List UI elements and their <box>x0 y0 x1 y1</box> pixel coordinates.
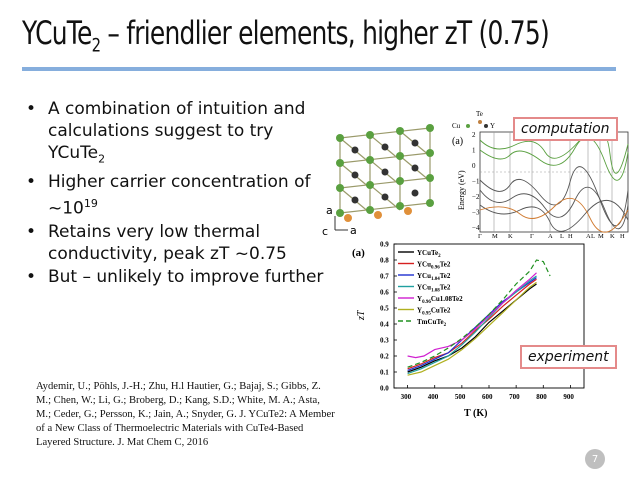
legend-label: YCuTe2 <box>417 249 441 259</box>
bands-valence <box>479 166 629 232</box>
y-tick-label: 0.6 <box>380 289 389 297</box>
title-main: YCuTe <box>22 14 92 52</box>
x-tick-label: 300 <box>401 393 412 401</box>
bullet-item: A combination of intuition and calculati… <box>24 98 324 170</box>
crystal-structure-image: a c a <box>322 124 434 236</box>
atoms-dark <box>351 139 419 204</box>
band-ytick-label: −2 <box>472 193 480 201</box>
band-kpoint-label: K <box>508 233 513 238</box>
y-tick-label: 0.3 <box>380 337 389 345</box>
axes-indicator <box>334 216 348 231</box>
bullet-text: A combination of intuition and calculati… <box>48 99 306 163</box>
legend-label: YCu0.96Te2 <box>417 261 451 271</box>
zt-chart: (a) zT T (K) 300 400 500 600 700 800 900 0.0 0.1… <box>352 241 585 418</box>
x-tick-label: 500 <box>455 393 466 401</box>
series-line <box>407 259 551 368</box>
band-ytick-group: 2 1 0 −1 −2 −3 −4 <box>472 131 480 232</box>
band-kpoint-label: L <box>591 233 595 238</box>
chart-series-group <box>407 259 551 376</box>
band-kpoint-label: M <box>492 233 498 238</box>
band-ytick-label: 2 <box>472 131 476 139</box>
band-kpoint-label: M <box>598 233 604 238</box>
slide-title: YCuTe2 – friendlier elements, higher zT … <box>22 14 550 58</box>
band-kpoint-label: H <box>568 233 573 238</box>
y-tick-label: 0.8 <box>380 257 389 265</box>
y-tick-label: 0.2 <box>380 353 389 361</box>
axis-c-label: c <box>322 225 328 236</box>
bullet-superscript: 19 <box>83 197 98 211</box>
band-kpoint-label: A <box>548 233 553 238</box>
title-rest: – friendlier elements, higher zT (0.75) <box>100 14 549 52</box>
band-ytick-label: −4 <box>472 224 480 232</box>
band-legend-cu: Cu <box>452 122 461 130</box>
y-tick-label: 0.4 <box>380 321 389 329</box>
series-line <box>407 281 537 376</box>
chart-ylabel: zT <box>356 309 367 321</box>
band-ytick-label: 0 <box>472 162 476 170</box>
bands-conduction <box>479 127 629 181</box>
bullet-item: Higher carrier concentration of ~1019 <box>24 171 324 220</box>
band-ylabel: Energy (eV) <box>457 170 466 210</box>
legend-label: TmCuTe2 <box>417 318 447 328</box>
x-tick-label: 700 <box>509 393 520 401</box>
x-tick-label: 900 <box>563 393 574 401</box>
series-line <box>407 272 537 359</box>
band-kpoint-label: K <box>610 233 615 238</box>
title-underline <box>22 67 616 71</box>
experiment-tag: experiment <box>520 345 617 369</box>
band-ytick-label: 1 <box>472 147 476 155</box>
atoms-green <box>336 124 434 217</box>
page-number: 7 <box>585 449 605 469</box>
legend-label: YCu1.08Te2 <box>417 284 451 294</box>
x-tick-label: 400 <box>428 393 439 401</box>
y-tick-label: 0.5 <box>380 305 389 313</box>
bullet-list: A combination of intuition and calculati… <box>24 98 324 289</box>
bullet-text: Retains very low thermal conductivity, p… <box>48 222 287 265</box>
y-tick-label: 0.0 <box>380 385 389 393</box>
band-kpoint-label: Γ <box>530 233 534 238</box>
bullet-subscript: 2 <box>98 152 106 166</box>
atoms-orange <box>344 207 412 222</box>
series-line <box>407 275 537 375</box>
title-subscript: 2 <box>91 34 101 57</box>
chart-legend: YCuTe2YCu0.96Te2YCu1.04Te2YCu1.08Te2Y0.9… <box>398 249 463 328</box>
y-tick-label: 0.7 <box>380 273 389 281</box>
legend-label: Y0.96Cu1.08Te2 <box>417 295 463 305</box>
band-kpoint-label: Γ <box>478 233 482 238</box>
band-kpoint-lines <box>480 132 628 232</box>
band-legend-y: Y <box>490 122 495 130</box>
band-legend-te: Te <box>476 110 483 118</box>
band-ytick-label: −1 <box>472 178 480 186</box>
chart-axes: 300 400 500 600 700 800 900 0.0 0.1 0.2 0.3 0.4 0.5 0… <box>380 241 585 401</box>
citation: Aydemir, U.; Pöhls, J.-H.; Zhu, H.l Haut… <box>36 381 335 448</box>
legend-label: YCu1.04Te2 <box>417 272 451 282</box>
band-kpoint-label: A <box>586 233 591 238</box>
bullet-item: But – unlikely to improve further <box>24 266 324 288</box>
y-tick-label: 0.9 <box>380 241 389 249</box>
chart-panel-label: (a) <box>352 247 365 259</box>
series-line <box>407 283 537 373</box>
band-panel-label: (a) <box>452 136 463 147</box>
computation-tag: computation <box>513 117 618 141</box>
band-structure-plot: Te Cu Y (a) Energy (eV) 2 1 0 −1 −2 −3 −4 Γ M K Γ… <box>452 110 629 238</box>
band-kpoint-label: H <box>620 233 625 238</box>
band-ytick-label: −3 <box>472 209 480 217</box>
bands-orange <box>479 197 629 233</box>
series-line <box>407 278 537 370</box>
axis-a2-label: a <box>350 224 357 236</box>
bullet-text: Higher carrier concentration of ~10 <box>48 172 311 220</box>
legend-label: Y0.95CuTe2 <box>417 307 451 317</box>
x-tick-label: 600 <box>482 393 493 401</box>
bullet-item: Retains very low thermal conductivity, p… <box>24 221 324 265</box>
chart-xlabel: T (K) <box>464 408 487 418</box>
band-kpoint-label: L <box>560 233 564 238</box>
x-tick-label: 800 <box>536 393 547 401</box>
bullet-text: But – unlikely to improve further <box>48 267 324 288</box>
axis-a-label: a <box>326 204 333 217</box>
y-tick-label: 0.1 <box>380 369 389 377</box>
